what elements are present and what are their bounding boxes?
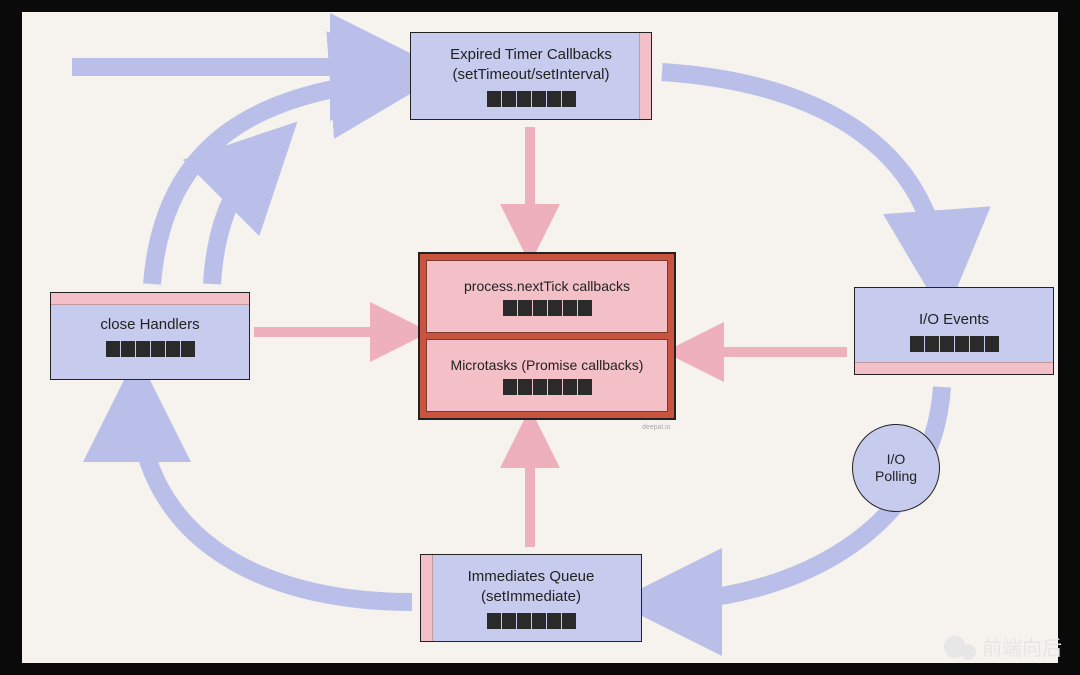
watermark-text: 前端向后 [982, 632, 1062, 661]
center-label: Microtasks (Promise callbacks) [451, 357, 644, 373]
node-subtitle: (setImmediate) [481, 587, 581, 607]
center-microtasks: Microtasks (Promise callbacks) [426, 339, 668, 412]
circle-io-polling: I/O Polling [852, 424, 940, 512]
arrow-immediates-to-close [137, 390, 412, 602]
node-title: close Handlers [100, 315, 199, 335]
center-label: process.nextTick callbacks [464, 278, 630, 294]
credit-text: deepal.io [642, 424, 670, 431]
node-io-events: I/O Events [854, 287, 1054, 375]
circle-label: I/O [875, 451, 917, 469]
arrow-timers-to-io [662, 72, 942, 282]
node-immediates: Immediates Queue (setImmediate) [420, 554, 642, 642]
center-nexttick: process.nextTick callbacks [426, 260, 668, 333]
queue-indicator [106, 341, 195, 357]
center-microtask-box: process.nextTick callbacks Microtasks (P… [418, 252, 676, 420]
node-accent [639, 33, 651, 119]
queue-indicator [910, 336, 999, 352]
node-accent [421, 555, 433, 641]
queue-indicator [487, 613, 576, 629]
queue-indicator [503, 300, 592, 316]
queue-indicator [503, 379, 592, 395]
queue-indicator [487, 91, 576, 107]
arrow-close-to-timers-1 [152, 80, 402, 284]
node-accent [855, 362, 1053, 374]
wechat-icon [960, 644, 976, 660]
node-accent [51, 293, 249, 305]
diagram-canvas: Expired Timer Callbacks (setTimeout/setI… [22, 12, 1058, 663]
node-title: Expired Timer Callbacks [450, 45, 612, 65]
node-title: I/O Events [919, 310, 989, 330]
node-title: Immediates Queue [468, 567, 595, 587]
node-subtitle: (setTimeout/setInterval) [453, 65, 610, 85]
circle-label: Polling [875, 468, 917, 486]
node-close-handlers: close Handlers [50, 292, 250, 380]
watermark: 前端向后 [944, 632, 1062, 661]
node-timers: Expired Timer Callbacks (setTimeout/setI… [410, 32, 652, 120]
arrow-close-to-timers-2 [212, 147, 272, 284]
